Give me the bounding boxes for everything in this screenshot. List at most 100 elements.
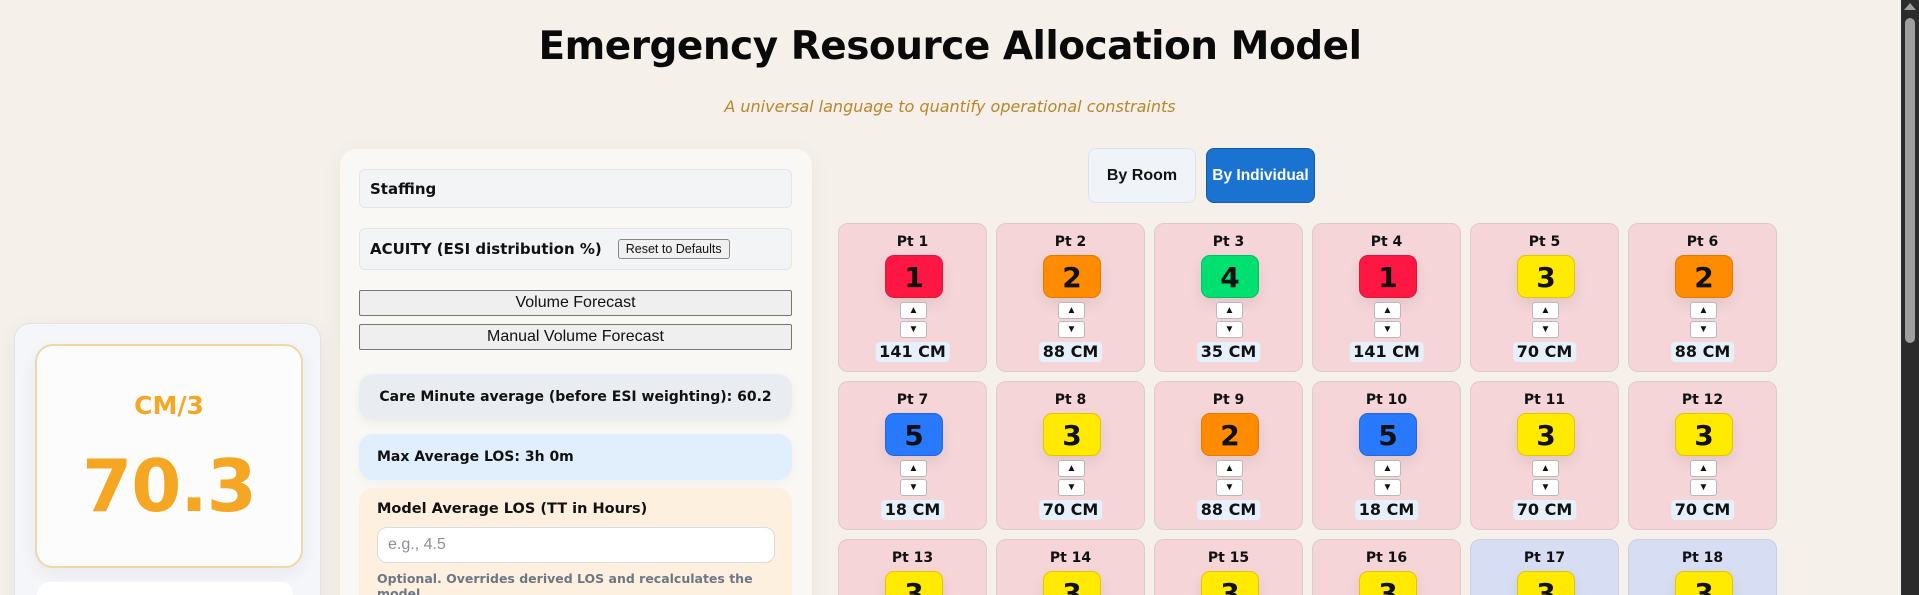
care-minute-average: Care Minute average (before ESI weightin… [359,374,792,451]
metric-value: 70.3 [82,444,257,528]
patient-card: Pt 5 3 ▲ ▼ 70 CM [1470,223,1619,372]
esi-increase-button[interactable]: ▲ [1690,460,1717,477]
arrow-down-icon: ▼ [1540,324,1551,335]
esi-increase-button[interactable]: ▲ [900,302,927,319]
arrow-up-icon: ▲ [908,463,919,474]
esi-level-badge[interactable]: 1 [885,255,943,298]
model-los-section: Model Average LOS (TT in Hours) Optional… [359,488,792,595]
patient-label: Pt 10 [1365,392,1408,408]
scroll-thumb[interactable] [1905,18,1915,343]
esi-decrease-button[interactable]: ▼ [900,321,927,338]
esi-increase-button[interactable]: ▲ [900,460,927,477]
arrow-up-icon: ▲ [1382,463,1393,474]
esi-increase-button[interactable]: ▲ [1216,302,1243,319]
patient-card: Pt 153▲▼ [1154,539,1303,595]
volume-forecast-button[interactable]: Volume Forecast [359,290,792,316]
patient-label: Pt 18 [1681,550,1724,566]
esi-level-badge[interactable]: 2 [1043,255,1101,298]
esi-level-badge[interactable]: 3 [1517,255,1575,298]
patient-label: Pt 11 [1523,392,1566,408]
patient-card: Pt 6 2 ▲ ▼ 88 CM [1628,223,1777,372]
patient-card: Pt 12 3 ▲ ▼ 70 CM [1628,381,1777,530]
esi-level-badge[interactable]: 3 [1043,571,1101,595]
view-by-individual-button[interactable]: By Individual [1206,148,1315,203]
patient-card: Pt 3 4 ▲ ▼ 35 CM [1154,223,1303,372]
patient-card: Pt 10 5 ▲ ▼ 18 CM [1312,381,1461,530]
patient-card: Pt 8 3 ▲ ▼ 70 CM [996,381,1145,530]
esi-level-badge[interactable]: 5 [1359,413,1417,456]
patient-card: Pt 2 2 ▲ ▼ 88 CM [996,223,1145,372]
page-scrollbar[interactable] [1901,0,1919,595]
patient-label: Pt 4 [1370,234,1403,250]
esi-increase-button[interactable]: ▲ [1374,460,1401,477]
arrow-up-icon: ▲ [1698,463,1709,474]
patient-label: Pt 1 [896,234,929,250]
care-minutes-label: 18 CM [880,500,945,520]
arrow-up-icon: ▲ [1540,305,1551,316]
esi-level-badge[interactable]: 3 [885,571,943,595]
esi-level-badge[interactable]: 3 [1517,571,1575,595]
patient-label: Pt 5 [1528,234,1561,250]
patient-label: Pt 13 [891,550,934,566]
esi-decrease-button[interactable]: ▼ [1690,479,1717,496]
patient-card: Pt 9 2 ▲ ▼ 88 CM [1154,381,1303,530]
arrow-down-icon: ▼ [908,482,919,493]
patient-label: Pt 16 [1365,550,1408,566]
esi-increase-button[interactable]: ▲ [1216,460,1243,477]
esi-decrease-button[interactable]: ▼ [1216,321,1243,338]
arrow-up-icon: ▲ [1224,305,1235,316]
esi-level-badge[interactable]: 3 [1675,571,1733,595]
esi-level-badge[interactable]: 2 [1675,255,1733,298]
page-subtitle: A universal language to quantify operati… [724,97,1176,116]
care-minutes-label: 70 CM [1512,342,1577,362]
esi-decrease-button[interactable]: ▼ [1058,479,1085,496]
esi-decrease-button[interactable]: ▼ [1374,479,1401,496]
arrow-up-icon: ▲ [1066,305,1077,316]
esi-level-badge[interactable]: 3 [1359,571,1417,595]
esi-increase-button[interactable]: ▲ [1532,302,1559,319]
arrow-up-icon: ▲ [908,305,919,316]
patient-card: Pt 143▲▼ [996,539,1145,595]
model-los-input[interactable] [377,527,775,563]
esi-level-badge[interactable]: 3 [1201,571,1259,595]
page-title: Emergency Resource Allocation Model [538,24,1362,69]
esi-decrease-button[interactable]: ▼ [1216,479,1243,496]
arrow-up-icon: ▲ [1066,463,1077,474]
esi-level-badge[interactable]: 3 [1043,413,1101,456]
esi-decrease-button[interactable]: ▼ [1532,321,1559,338]
esi-increase-button[interactable]: ▲ [1374,302,1401,319]
esi-decrease-button[interactable]: ▼ [1532,479,1559,496]
esi-decrease-button[interactable]: ▼ [900,479,927,496]
care-minutes-label: 70 CM [1670,500,1735,520]
patient-card: Pt 163▲▼ [1312,539,1461,595]
arrow-down-icon: ▼ [1382,324,1393,335]
esi-increase-button[interactable]: ▲ [1058,302,1085,319]
reset-to-defaults-button[interactable]: Reset to Defaults [617,239,730,259]
acuity-section[interactable]: ACUITY (ESI distribution %) Reset to Def… [359,228,792,270]
esi-increase-button[interactable]: ▲ [1058,460,1085,477]
esi-level-badge[interactable]: 5 [885,413,943,456]
care-minutes-label: 141 CM [875,342,950,362]
esi-level-badge[interactable]: 4 [1201,255,1259,298]
esi-decrease-button[interactable]: ▼ [1690,321,1717,338]
view-by-room-button[interactable]: By Room [1088,148,1196,203]
patient-label: Pt 15 [1207,550,1250,566]
esi-increase-button[interactable]: ▲ [1532,460,1559,477]
manual-volume-forecast-button[interactable]: Manual Volume Forecast [359,324,792,350]
esi-increase-button[interactable]: ▲ [1690,302,1717,319]
staffing-section[interactable]: Staffing [359,169,792,208]
esi-decrease-button[interactable]: ▼ [1374,321,1401,338]
arrow-down-icon: ▼ [1066,324,1077,335]
arrow-up-icon: ▲ [1698,305,1709,316]
esi-level-badge[interactable]: 3 [1675,413,1733,456]
max-average-los: Max Average LOS: 3h 0m [359,434,792,480]
esi-level-badge[interactable]: 2 [1201,413,1259,456]
scroll-up-arrow-icon[interactable] [1904,3,1916,10]
patient-label: Pt 14 [1049,550,1092,566]
acuity-label: ACUITY (ESI distribution %) [370,240,602,258]
arrow-down-icon: ▼ [1382,482,1393,493]
esi-decrease-button[interactable]: ▼ [1058,321,1085,338]
esi-level-badge[interactable]: 1 [1359,255,1417,298]
arrow-down-icon: ▼ [1540,482,1551,493]
esi-level-badge[interactable]: 3 [1517,413,1575,456]
